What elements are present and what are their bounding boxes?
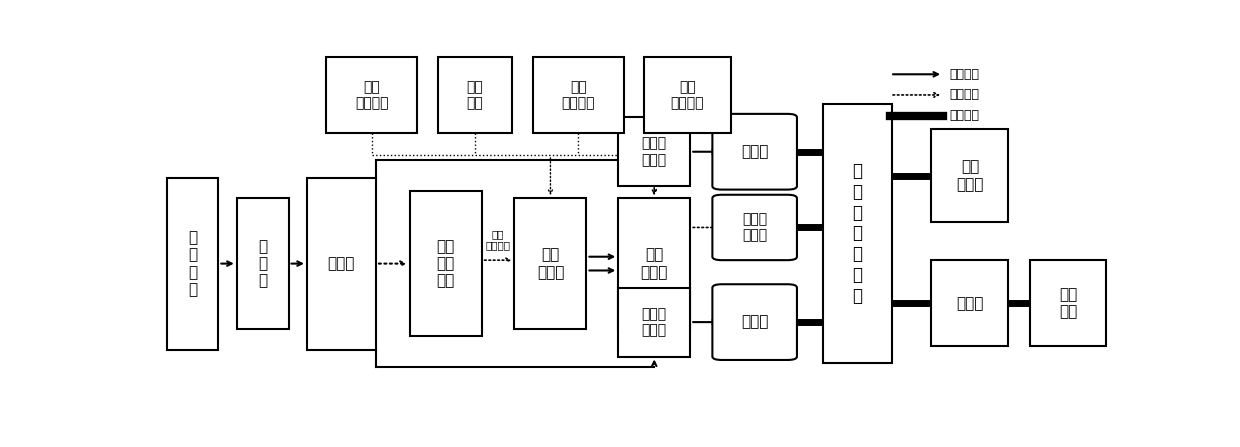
Text: 电池
管理
系统: 电池 管理 系统 bbox=[436, 239, 455, 288]
Text: 动
力
耦
合
变
速
箱: 动 力 耦 合 变 速 箱 bbox=[852, 162, 863, 305]
Text: 制动器
离合器: 制动器 离合器 bbox=[742, 212, 768, 243]
FancyBboxPatch shape bbox=[644, 57, 730, 133]
FancyBboxPatch shape bbox=[438, 57, 512, 133]
Text: 蓄电池: 蓄电池 bbox=[327, 256, 355, 271]
Text: 信号连接: 信号连接 bbox=[950, 89, 980, 101]
Text: 副电机
控制器: 副电机 控制器 bbox=[641, 307, 667, 337]
FancyBboxPatch shape bbox=[533, 57, 624, 133]
Text: 协调
控制器: 协调 控制器 bbox=[641, 247, 668, 280]
Text: 机械连接: 机械连接 bbox=[950, 109, 980, 122]
FancyBboxPatch shape bbox=[931, 129, 1008, 222]
FancyBboxPatch shape bbox=[712, 195, 797, 260]
FancyBboxPatch shape bbox=[1029, 260, 1106, 346]
Text: 差速器: 差速器 bbox=[956, 295, 983, 311]
Text: 档位
状态信号: 档位 状态信号 bbox=[355, 80, 388, 110]
FancyBboxPatch shape bbox=[166, 177, 218, 350]
FancyBboxPatch shape bbox=[931, 260, 1008, 346]
Text: 外
部
电
源: 外 部 电 源 bbox=[188, 230, 197, 297]
Text: 踏板
位置信号: 踏板 位置信号 bbox=[562, 80, 595, 110]
FancyBboxPatch shape bbox=[619, 117, 691, 186]
FancyBboxPatch shape bbox=[306, 177, 376, 350]
FancyBboxPatch shape bbox=[823, 104, 892, 363]
Text: 电池
状态信息: 电池 状态信息 bbox=[486, 229, 511, 250]
Text: 副电机: 副电机 bbox=[742, 315, 769, 329]
Text: 车速
信号: 车速 信号 bbox=[466, 80, 484, 110]
FancyBboxPatch shape bbox=[619, 198, 691, 329]
FancyBboxPatch shape bbox=[237, 198, 289, 329]
Text: 作业
模式信号: 作业 模式信号 bbox=[671, 80, 704, 110]
FancyBboxPatch shape bbox=[326, 57, 418, 133]
Text: 动力
输出轴: 动力 输出轴 bbox=[956, 160, 983, 192]
Text: 整车
控制器: 整车 控制器 bbox=[537, 247, 564, 280]
FancyBboxPatch shape bbox=[712, 284, 797, 360]
FancyBboxPatch shape bbox=[619, 288, 691, 357]
Text: 电气连接: 电气连接 bbox=[950, 68, 980, 81]
Text: 主电机: 主电机 bbox=[742, 144, 769, 159]
Text: 充
电
器: 充 电 器 bbox=[258, 239, 267, 288]
FancyBboxPatch shape bbox=[409, 191, 481, 336]
FancyBboxPatch shape bbox=[515, 198, 587, 329]
Text: 主电机
控制器: 主电机 控制器 bbox=[641, 137, 667, 167]
Text: 后轮
驱动: 后轮 驱动 bbox=[1059, 287, 1078, 319]
FancyBboxPatch shape bbox=[712, 114, 797, 190]
